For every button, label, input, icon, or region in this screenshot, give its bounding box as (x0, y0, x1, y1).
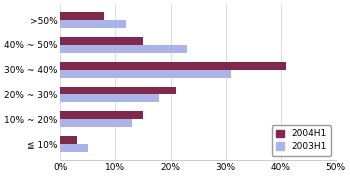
Bar (60, 62, 286, 70)
Bar (60, 144, 88, 152)
Bar (60, 70, 231, 78)
Bar (60, 119, 132, 127)
Bar (60, 45, 187, 53)
Legend: 2004H1, 2003H1: 2004H1, 2003H1 (272, 125, 331, 156)
Bar (60, 87, 176, 95)
Bar (60, 95, 160, 102)
Bar (60, 12, 104, 20)
Bar (60, 20, 126, 28)
Bar (60, 136, 77, 144)
Bar (60, 37, 143, 45)
Bar (60, 111, 143, 119)
